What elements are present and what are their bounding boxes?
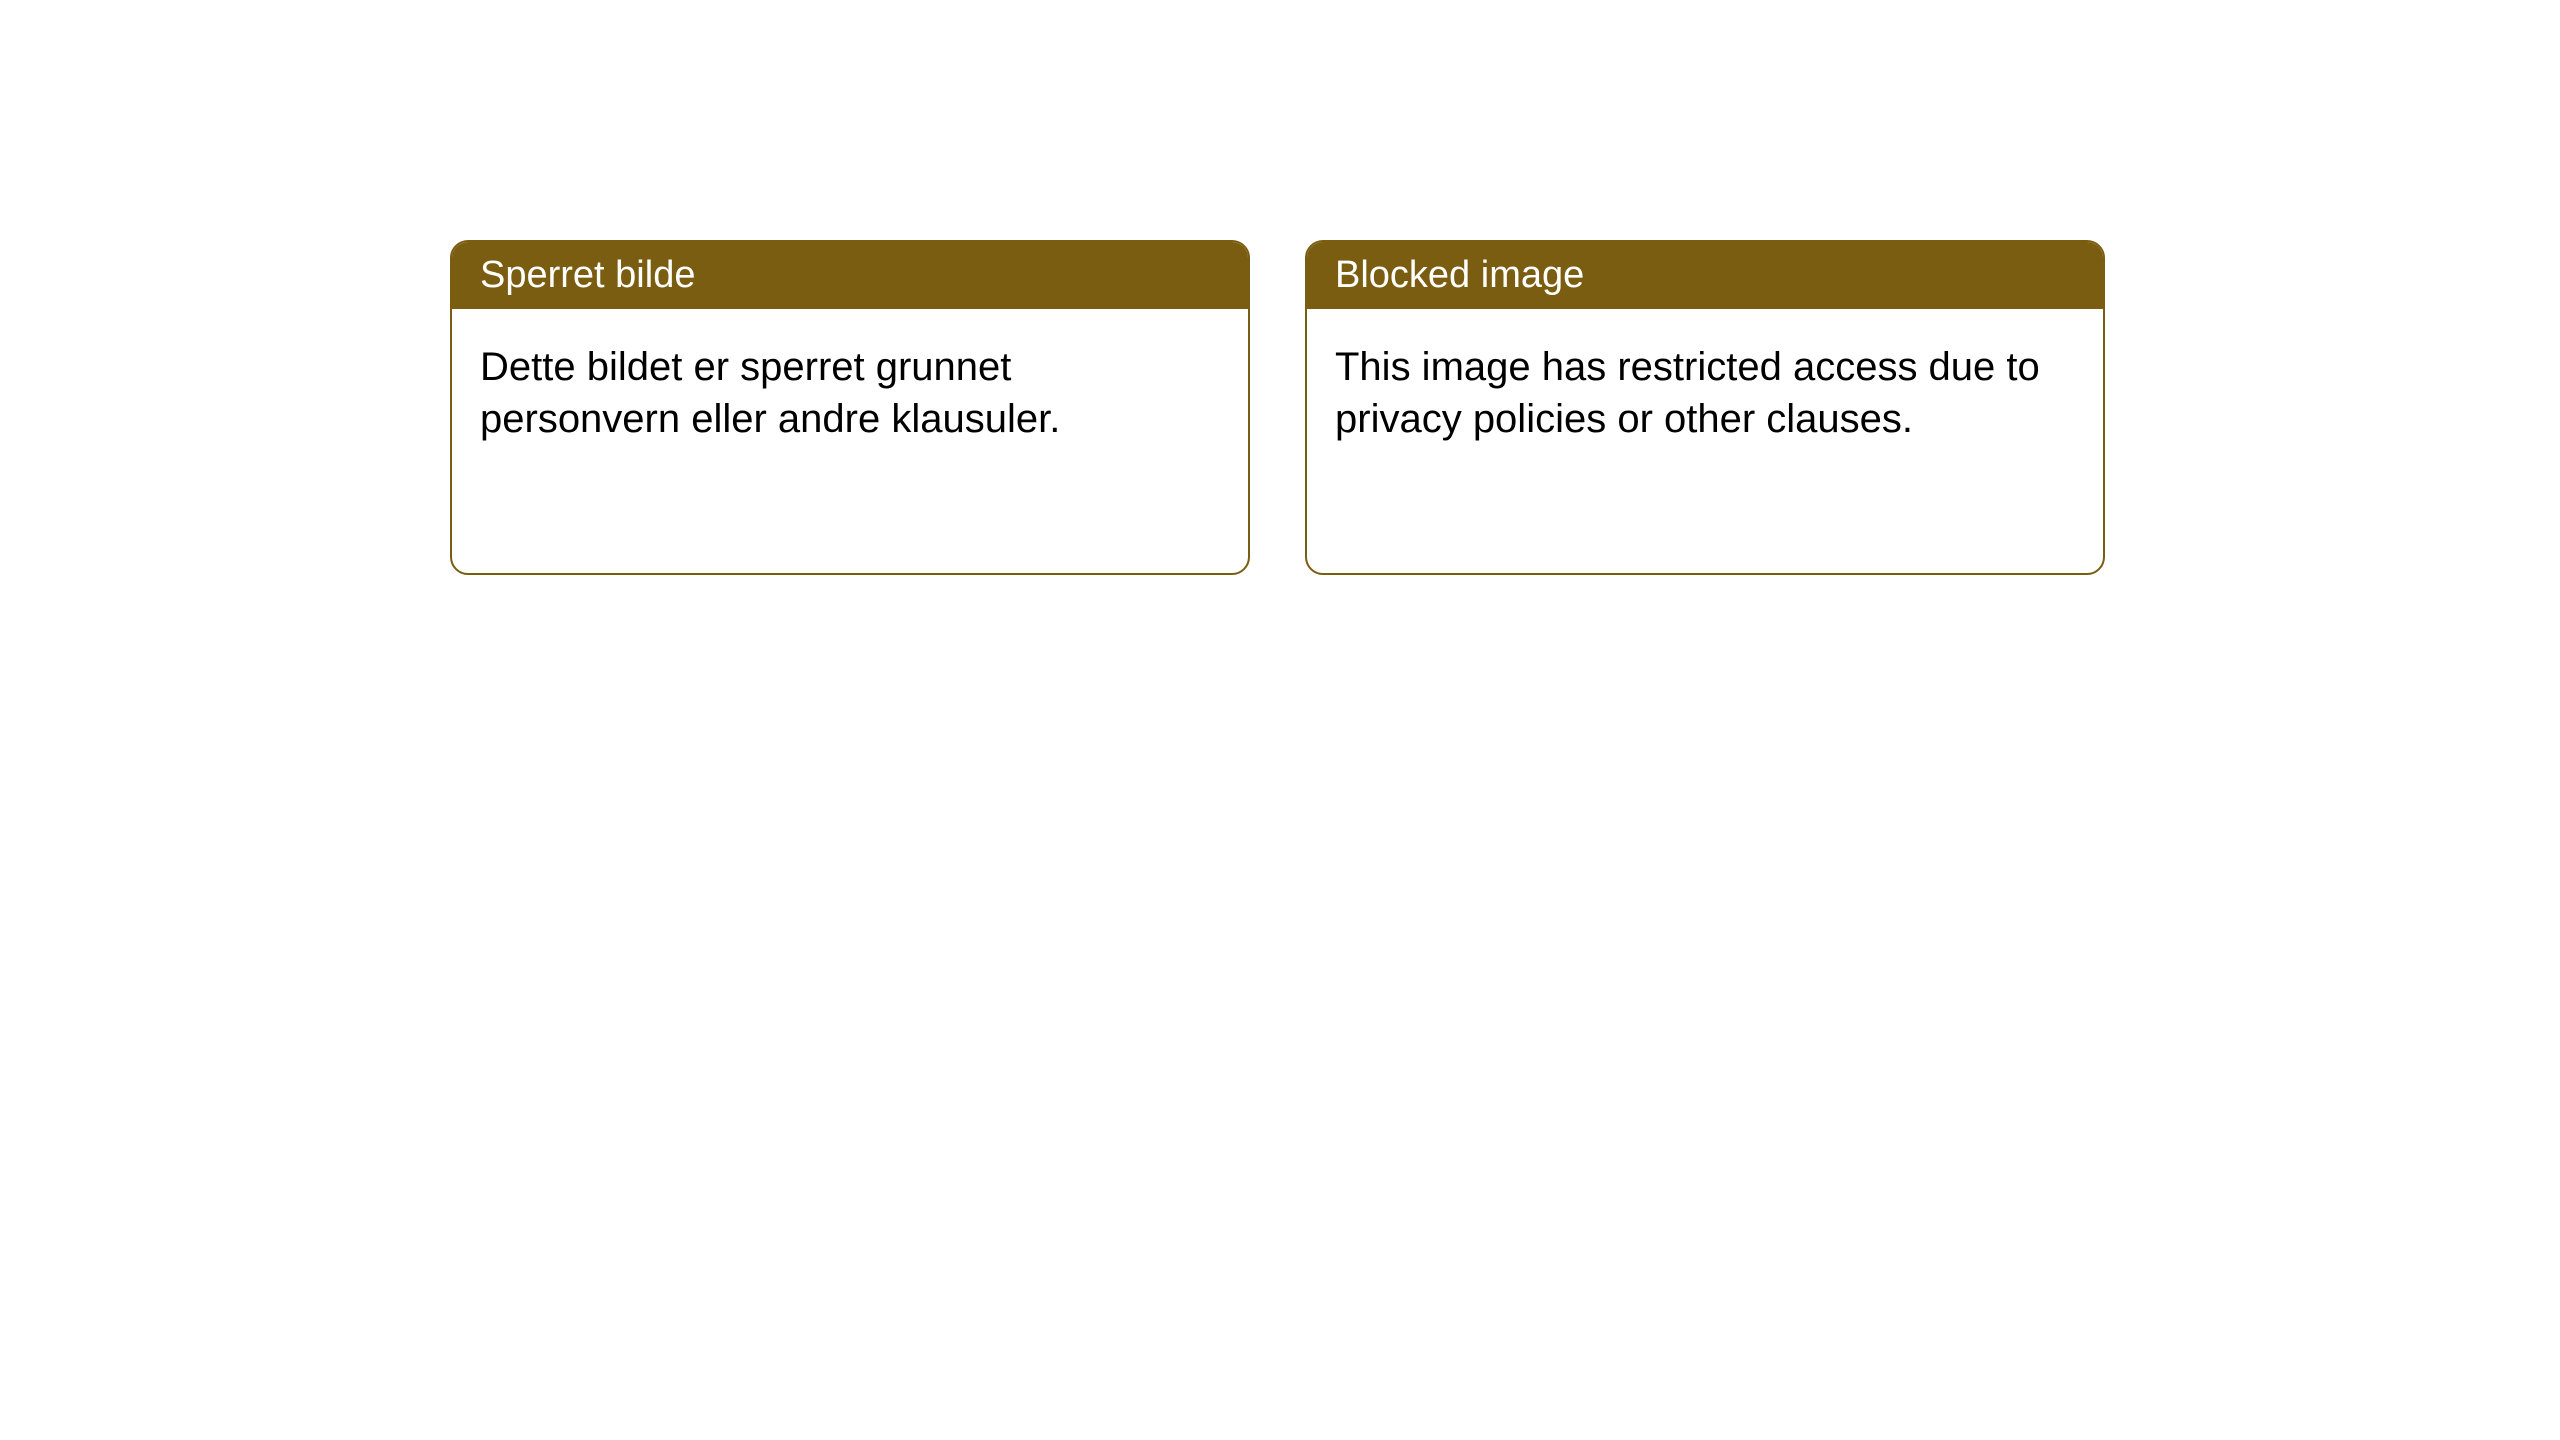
blocked-image-card-en: Blocked image This image has restricted … [1305,240,2105,575]
card-body: This image has restricted access due to … [1307,309,2103,477]
card-title: Sperret bilde [480,254,695,296]
blocked-image-card-no: Sperret bilde Dette bildet er sperret gr… [450,240,1250,575]
card-header: Sperret bilde [452,242,1248,309]
card-message: This image has restricted access due to … [1335,345,2040,441]
card-header: Blocked image [1307,242,2103,309]
card-message: Dette bildet er sperret grunnet personve… [480,345,1060,441]
card-title: Blocked image [1335,254,1584,296]
notice-container: Sperret bilde Dette bildet er sperret gr… [450,240,2105,575]
card-body: Dette bildet er sperret grunnet personve… [452,309,1248,477]
